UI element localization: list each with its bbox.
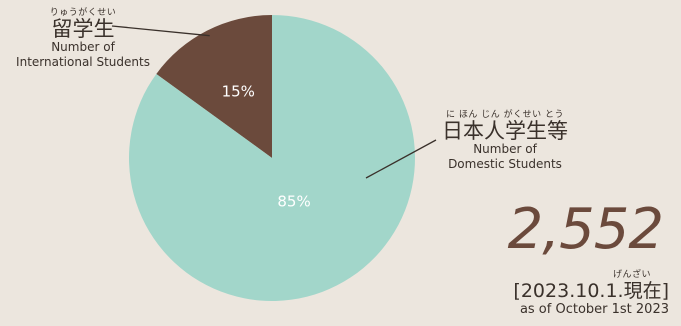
pie-slice-domestic bbox=[129, 15, 416, 301]
date-english: as of October 1st 2023 bbox=[519, 302, 669, 317]
domestic-students-ruby: に ほん じん がくせい とう bbox=[446, 110, 564, 120]
domestic-students-label: に ほん じん がくせい とう 日本人学生等 Number of Domesti… bbox=[430, 110, 580, 172]
slice-value-label-domestic: 85% bbox=[277, 192, 310, 210]
date-ruby: げんざい bbox=[612, 270, 651, 280]
slice-value-label-international: 15% bbox=[222, 83, 255, 101]
international-students-ruby: りゅうがくせい bbox=[49, 8, 117, 18]
as-of-date: げんざい [2023.10.1.現在] as of October 1st 20… bbox=[513, 270, 669, 318]
pie-slice-international bbox=[156, 15, 272, 158]
domestic-students-english-line-1: Number of bbox=[473, 142, 537, 156]
international-students-english-line-2: International Students bbox=[16, 55, 150, 69]
international-students-label: りゅうがくせい 留学生 Number of International Stud… bbox=[8, 8, 158, 70]
leader-line-international bbox=[111, 25, 210, 37]
international-students-title: 留学生 bbox=[51, 17, 115, 41]
leader-lines bbox=[111, 25, 437, 179]
pie-slices bbox=[129, 15, 416, 301]
domestic-students-english-line-2: Domestic Students bbox=[448, 157, 562, 171]
international-students-english-line-1: Number of bbox=[51, 40, 115, 54]
slice-value-labels: 15% 85% bbox=[222, 83, 311, 211]
total-students-number: 2,552 bbox=[507, 197, 664, 262]
date-japanese: [2023.10.1.現在] bbox=[513, 280, 669, 302]
domestic-students-title: 日本人学生等 bbox=[442, 119, 568, 143]
leader-line-domestic bbox=[365, 139, 437, 179]
